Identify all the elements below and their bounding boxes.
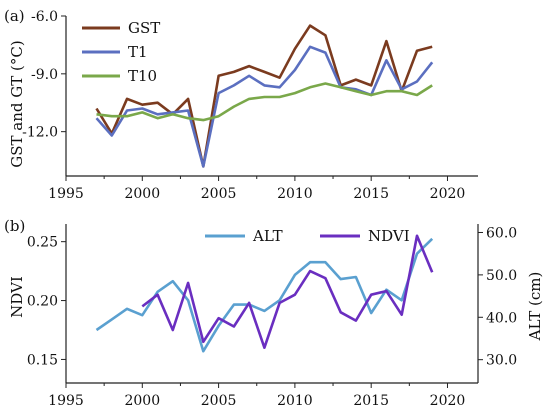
panel-a: (a) GST and GT (°C) 1995 2000 2005 2010 2015… (4, 7, 478, 202)
b-series-line-ndvi (141, 234, 434, 350)
panel-b-x-ticks: 1995 2000 2005 2010 2015 2020 (48, 383, 465, 409)
b-legend-label-ndvi: NDVI (368, 227, 410, 245)
b-x-tick-label: 2010 (277, 393, 313, 409)
b-x-tick-label: 2000 (124, 393, 160, 409)
panel-a-legend: GST T1 T10 (82, 19, 160, 85)
panel-a-y-ticks: -6.0 -9.0 -12.0 (22, 9, 66, 141)
b-y2-tick-label: 30.0 (486, 353, 517, 369)
panel-b-y-ticks: 0.15 0.20 0.25 (27, 235, 66, 368)
b-x-tick-label: 2020 (430, 393, 466, 409)
panel-b-y2-ticks: 30.0 40.0 50.0 60.0 (478, 225, 517, 369)
b-legend-label-alt: ALT (252, 227, 283, 245)
a-x-tick-label: 2015 (353, 186, 389, 202)
b-y-tick-label: 0.25 (27, 235, 58, 251)
panel-a-label: (a) (4, 7, 25, 25)
a-x-tick-label: 2020 (430, 186, 466, 202)
a-y-tick-label: -12.0 (22, 125, 58, 141)
a-y-tick-label: -9.0 (31, 67, 58, 83)
b-series-line-alt (95, 237, 434, 353)
a-legend-label-t1: T1 (128, 43, 148, 61)
panel-b-axes (65, 224, 479, 384)
b-x-tick-label: 1995 (48, 393, 84, 409)
a-series-line-t1 (95, 45, 434, 168)
a-x-tick-label: 2010 (277, 186, 313, 202)
a-legend-label-gst: GST (128, 19, 160, 37)
a-x-tick-label: 2000 (124, 186, 160, 202)
b-x-tick-label: 2005 (201, 393, 237, 409)
panel-a-x-ticks: 1995 2000 2005 2010 2015 2020 (48, 176, 465, 202)
a-y-tick-label: -6.0 (31, 9, 58, 25)
b-x-tick-label: 2015 (353, 393, 389, 409)
panel-b: (b) NDVI ALT (cm) 1995 2000 2005 2010 2015 20… (4, 217, 544, 409)
a-legend-label-t10: T10 (128, 67, 157, 85)
b-y2-tick-label: 60.0 (486, 225, 517, 241)
panel-b-series-lines (95, 234, 434, 353)
b-y2-tick-label: 40.0 (486, 310, 517, 326)
b-y-tick-label: 0.15 (27, 352, 58, 368)
a-x-tick-label: 2005 (201, 186, 237, 202)
panel-b-y2label: ALT (cm) (526, 272, 544, 342)
panel-b-label: (b) (4, 217, 25, 235)
panel-a-series-lines (95, 24, 434, 168)
panel-b-legend: ALT NDVI (205, 227, 410, 245)
panel-b-ylabel: NDVI (8, 276, 26, 318)
b-y-tick-label: 0.20 (27, 294, 58, 310)
a-x-tick-label: 1995 (48, 186, 84, 202)
b-y2-tick-label: 50.0 (486, 268, 517, 284)
a-series-line-t10 (96, 82, 433, 122)
a-series-line-gst (95, 24, 433, 168)
panel-a-ylabel: GST and GT (°C) (8, 40, 26, 167)
